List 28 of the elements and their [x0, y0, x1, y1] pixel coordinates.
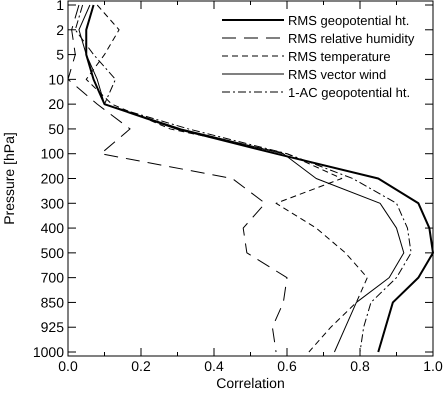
- legend-label: RMS temperature: [288, 49, 391, 64]
- legend-label: RMS vector wind: [288, 67, 386, 82]
- y-tick-label: 1: [56, 0, 64, 13]
- y-tick-label: 400: [40, 220, 64, 236]
- y-tick-label: 10: [48, 71, 64, 88]
- x-axis-title: Correlation: [216, 375, 285, 391]
- y-tick-label: 2: [56, 22, 64, 38]
- y-tick-label: 700: [40, 270, 64, 286]
- legend-label: 1-AC geopotential ht.: [288, 85, 410, 100]
- x-tick-label: 0.8: [350, 358, 370, 374]
- y-tick-label: 300: [40, 195, 64, 212]
- legend-label: RMS relative humidity: [288, 31, 415, 46]
- y-tick-label: 925: [40, 319, 64, 336]
- y-tick-label: 1000: [32, 344, 64, 360]
- y-tick-label: 100: [40, 146, 64, 162]
- x-tick-label: 0.0: [58, 358, 78, 374]
- x-tick-label: 0.2: [131, 358, 151, 374]
- y-axis-title: Pressure [hPa]: [1, 132, 17, 225]
- x-tick-label: 0.4: [204, 358, 224, 374]
- x-tick-label: 0.6: [277, 358, 297, 374]
- y-tick-label: 500: [40, 244, 64, 261]
- legend-label: RMS geopotential ht.: [288, 13, 410, 28]
- y-tick-label: 50: [48, 120, 64, 137]
- x-tick-label: 1.0: [423, 358, 443, 374]
- y-tick-label: 5: [56, 46, 64, 63]
- y-tick-label: 850: [40, 294, 64, 310]
- y-tick-label: 200: [40, 170, 64, 186]
- y-tick-label: 20: [48, 96, 64, 112]
